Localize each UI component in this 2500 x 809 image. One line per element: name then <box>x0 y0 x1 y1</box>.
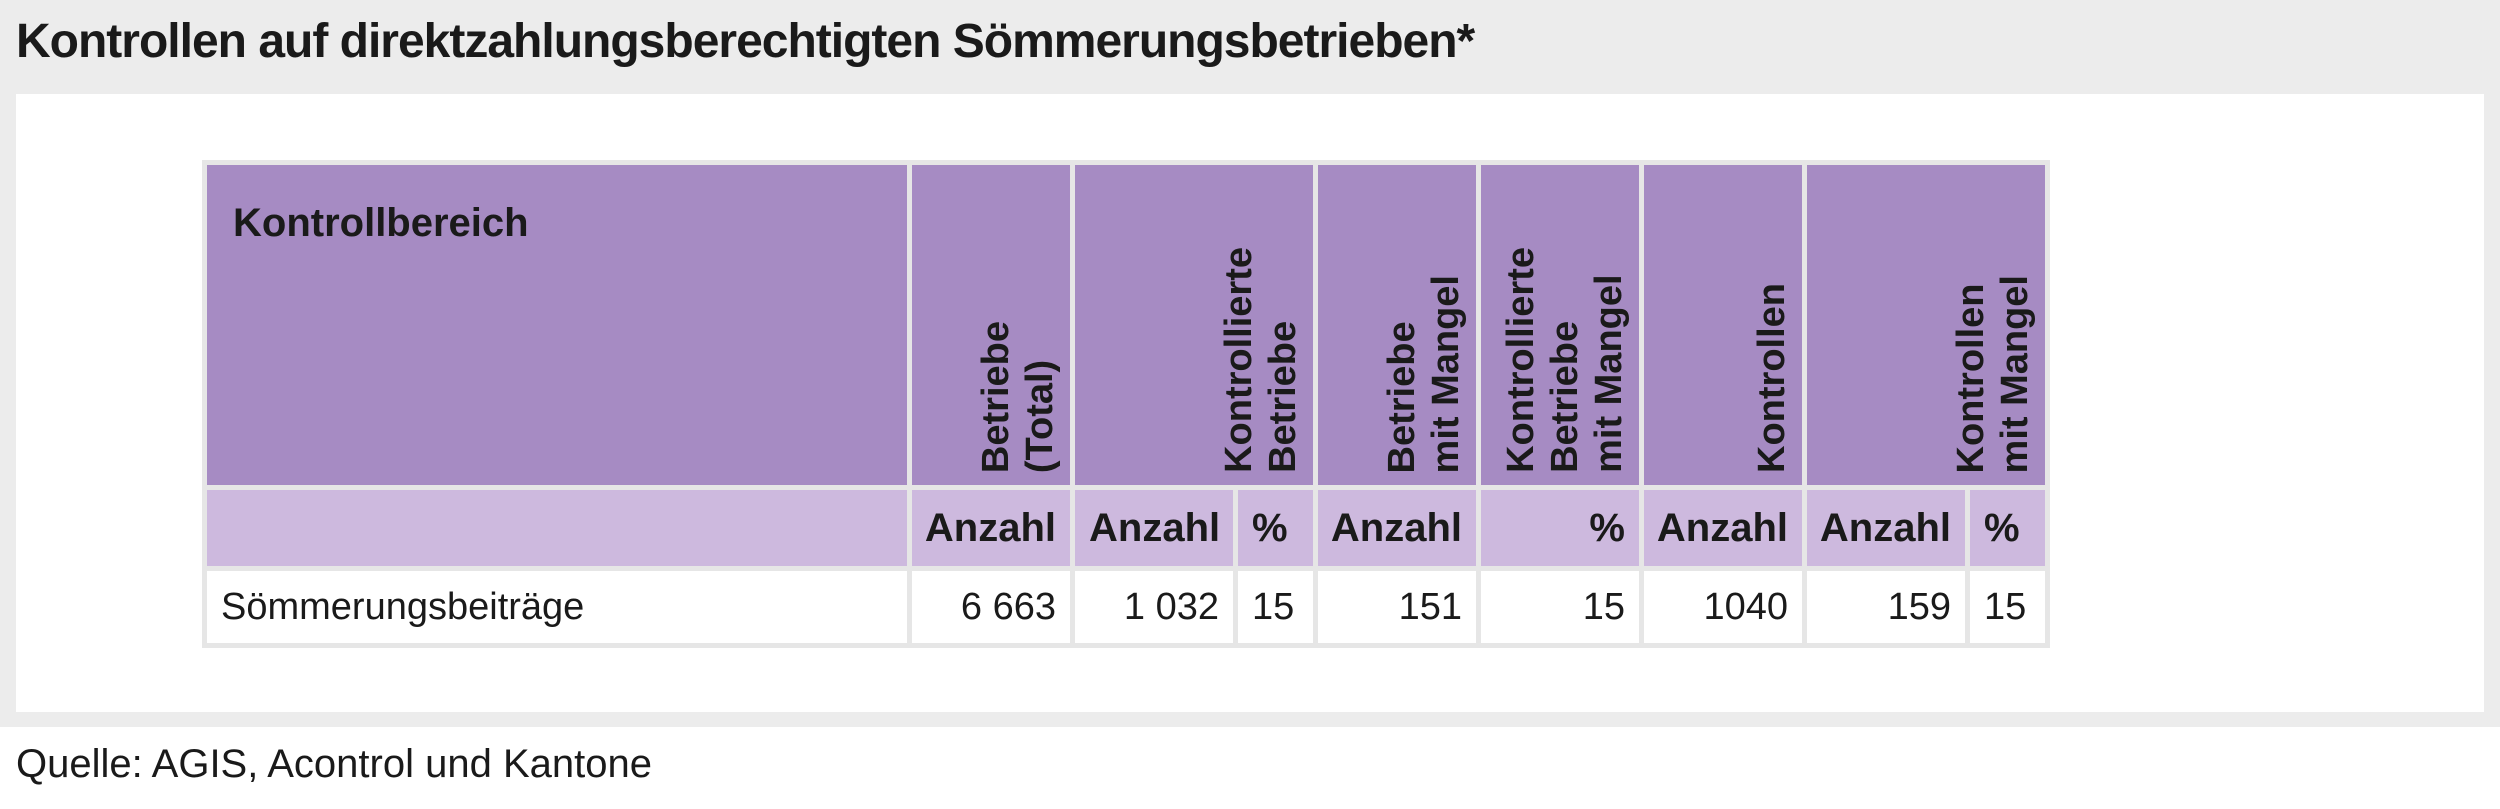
header-betriebe-total: Betriebe (Total) <box>912 165 1070 485</box>
header-kontrollierte-betriebe: Kontrollierte Betriebe <box>1075 165 1313 485</box>
column-heading: Kontrollierte Betriebe mit Mangel <box>1500 247 1630 473</box>
unit-cell: Anzahl <box>1318 490 1476 566</box>
header-row: Kontrollbereich Betriebe (Total) Kontrol… <box>207 165 2045 485</box>
table-cell: 159 <box>1807 571 1965 643</box>
table-cell: 15 <box>1238 571 1313 643</box>
table-row: Sömmerungsbeiträge 6 663 1 032 15 151 15… <box>207 571 2045 643</box>
table-cell: 1 032 <box>1075 571 1233 643</box>
column-heading: Kontrollen mit Mangel <box>1950 274 2036 473</box>
table-cell: 15 <box>1970 571 2045 643</box>
column-heading: Kontrollierte Betriebe <box>1218 247 1304 473</box>
header-kontrollen-mit-mangel: Kontrollen mit Mangel <box>1807 165 2045 485</box>
unit-cell: Anzahl <box>912 490 1070 566</box>
source-note: Quelle: AGIS, Acontrol und Kantone <box>16 742 652 786</box>
table-cell: 1040 <box>1644 571 1802 643</box>
column-heading: Kontrollen <box>1751 283 1793 473</box>
row-label: Sömmerungsbeiträge <box>207 571 907 643</box>
unit-cell-empty <box>207 490 907 566</box>
data-table: Kontrollbereich Betriebe (Total) Kontrol… <box>202 160 2050 648</box>
table-cell: 6 663 <box>912 571 1070 643</box>
header-betriebe-mit-mangel: Betriebe mit Mangel <box>1318 165 1476 485</box>
column-heading: Betriebe (Total) <box>975 320 1061 473</box>
unit-row: Anzahl Anzahl % Anzahl % Anzahl Anzahl % <box>207 490 2045 566</box>
unit-cell: % <box>1970 490 2045 566</box>
unit-cell: % <box>1481 490 1639 566</box>
column-heading: Betriebe mit Mangel <box>1381 274 1467 473</box>
table-panel: Kontrollbereich Betriebe (Total) Kontrol… <box>16 94 2484 712</box>
header-kontrollen: Kontrollen <box>1644 165 1802 485</box>
table-cell: 15 <box>1481 571 1639 643</box>
unit-cell: Anzahl <box>1644 490 1802 566</box>
unit-cell: Anzahl <box>1075 490 1233 566</box>
header-kontrollbereich: Kontrollbereich <box>207 165 907 485</box>
unit-cell: % <box>1238 490 1313 566</box>
page-title: Kontrollen auf direktzahlungsberechtigte… <box>16 15 1475 68</box>
header-kontrollierte-betriebe-mit-mangel: Kontrollierte Betriebe mit Mangel <box>1481 165 1639 485</box>
unit-cell: Anzahl <box>1807 490 1965 566</box>
table-cell: 151 <box>1318 571 1476 643</box>
figure-frame: Kontrollen auf direktzahlungsberechtigte… <box>0 0 2500 727</box>
